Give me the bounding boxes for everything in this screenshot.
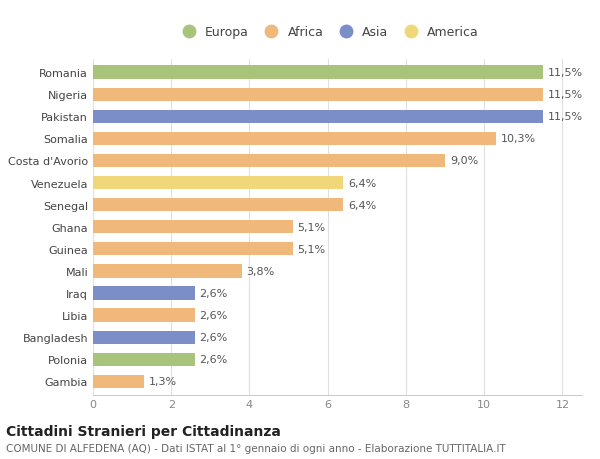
Text: 5,1%: 5,1% — [297, 244, 325, 254]
Bar — [93, 88, 543, 101]
Bar — [93, 110, 543, 123]
Text: 11,5%: 11,5% — [548, 112, 583, 122]
Bar — [93, 375, 144, 388]
Bar — [93, 132, 496, 146]
Text: 6,4%: 6,4% — [348, 200, 376, 210]
Bar — [93, 177, 343, 190]
Text: Cittadini Stranieri per Cittadinanza: Cittadini Stranieri per Cittadinanza — [6, 425, 281, 438]
Text: 10,3%: 10,3% — [500, 134, 536, 144]
Bar — [93, 66, 543, 79]
Bar — [93, 353, 195, 366]
Bar — [93, 221, 293, 234]
Legend: Europa, Africa, Asia, America: Europa, Africa, Asia, America — [173, 22, 483, 43]
Text: 2,6%: 2,6% — [199, 288, 227, 298]
Text: 9,0%: 9,0% — [450, 156, 478, 166]
Bar — [93, 309, 195, 322]
Bar — [93, 243, 293, 256]
Text: 11,5%: 11,5% — [548, 68, 583, 78]
Bar — [93, 265, 242, 278]
Bar — [93, 331, 195, 344]
Text: COMUNE DI ALFEDENA (AQ) - Dati ISTAT al 1° gennaio di ogni anno - Elaborazione T: COMUNE DI ALFEDENA (AQ) - Dati ISTAT al … — [6, 443, 506, 453]
Text: 5,1%: 5,1% — [297, 222, 325, 232]
Bar — [93, 199, 343, 212]
Text: 3,8%: 3,8% — [247, 266, 275, 276]
Bar — [93, 287, 195, 300]
Text: 2,6%: 2,6% — [199, 354, 227, 364]
Text: 6,4%: 6,4% — [348, 178, 376, 188]
Text: 11,5%: 11,5% — [548, 90, 583, 100]
Text: 2,6%: 2,6% — [199, 332, 227, 342]
Text: 2,6%: 2,6% — [199, 310, 227, 320]
Bar — [93, 155, 445, 168]
Text: 1,3%: 1,3% — [149, 376, 176, 386]
